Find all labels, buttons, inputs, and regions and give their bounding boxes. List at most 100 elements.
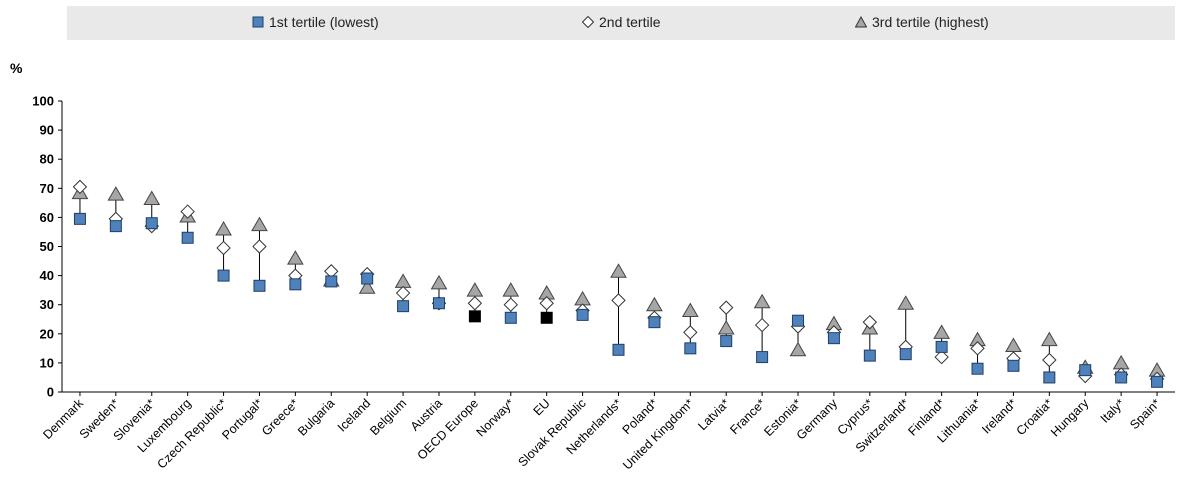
y-tick-label: 70 (40, 181, 54, 196)
data-point-2nd-tertile (395, 285, 411, 301)
category-label: Norway* (474, 396, 517, 439)
data-point-1st-tertile (253, 279, 266, 292)
data-point-2nd-tertile (719, 300, 734, 315)
data-point-2nd-tertile (970, 341, 985, 356)
data-point-1st-tertile (648, 316, 661, 329)
category-label: Belgium (367, 396, 409, 438)
data-point-1st-tertile (863, 349, 876, 362)
data-point-1st-tertile (827, 332, 840, 345)
data-point-1st-tertile (432, 297, 445, 310)
data-point-1st-tertile (1007, 359, 1020, 372)
data-point-1st-tertile (1043, 371, 1056, 384)
data-point-3rd-tertile (287, 250, 304, 265)
data-point-1st-tertile (325, 275, 338, 288)
y-tick-label: 10 (40, 355, 54, 370)
diamond-marker-icon (582, 16, 594, 28)
data-point-1st-tertile (1151, 375, 1164, 388)
legend-item-1st-tertile: 1st tertile (lowest) (252, 14, 379, 30)
data-point-2nd-tertile (611, 293, 626, 308)
data-point-2nd-tertile (1042, 352, 1057, 368)
data-point-3rd-tertile (107, 186, 125, 201)
data-point-1st-tertile (899, 348, 912, 361)
data-point-1st-tertile (792, 314, 805, 327)
data-point-2nd-tertile (180, 204, 195, 219)
category-label: Bulgaria (295, 396, 337, 438)
data-point-1st-tertile (289, 278, 302, 291)
category-label: EU (531, 396, 553, 418)
category-label: Ireland* (979, 396, 1019, 436)
data-point-1st-tertile (397, 300, 410, 313)
data-point-1st-tertile (504, 311, 517, 324)
data-point-3rd-tertile (502, 282, 520, 297)
data-point-3rd-tertile (897, 295, 915, 310)
data-point-3rd-tertile (933, 324, 950, 339)
data-point-3rd-tertile (717, 319, 735, 335)
y-tick-label: 90 (40, 123, 54, 138)
category-label: Germany (794, 396, 841, 443)
data-point-2nd-tertile (934, 349, 949, 365)
y-tick-label: 30 (40, 297, 54, 312)
data-point-3rd-tertile (143, 190, 161, 205)
y-tick-label: 0 (47, 385, 54, 400)
y-tick-label: 40 (40, 268, 54, 283)
data-point-1st-tertile (540, 311, 553, 324)
data-point-3rd-tertile (681, 302, 699, 318)
data-point-3rd-tertile (1005, 337, 1022, 352)
data-point-2nd-tertile (467, 296, 483, 311)
y-tick-label: 20 (40, 326, 54, 341)
data-point-2nd-tertile (216, 240, 231, 256)
data-point-1st-tertile (468, 310, 481, 323)
category-label: Spain* (1127, 396, 1163, 432)
data-point-2nd-tertile (72, 179, 88, 195)
legend-label-2nd-tertile: 2nd tertile (599, 14, 661, 30)
data-point-1st-tertile (181, 231, 194, 244)
data-point-1st-tertile (756, 351, 769, 364)
data-point-3rd-tertile (646, 296, 663, 312)
data-point-1st-tertile (612, 343, 625, 356)
data-point-3rd-tertile (753, 293, 771, 309)
data-point-1st-tertile (361, 272, 374, 285)
data-point-3rd-tertile (430, 274, 448, 290)
data-point-2nd-tertile (503, 297, 518, 312)
data-point-2nd-tertile (862, 314, 878, 330)
y-tick-label: 100 (32, 94, 54, 109)
data-point-2nd-tertile (754, 317, 770, 333)
data-point-1st-tertile (935, 340, 948, 353)
data-point-1st-tertile (720, 335, 733, 348)
data-point-1st-tertile (1079, 364, 1092, 377)
data-point-1st-tertile (73, 212, 86, 225)
data-point-1st-tertile (576, 308, 589, 321)
data-point-2nd-tertile (683, 325, 698, 340)
data-point-3rd-tertile (215, 221, 232, 236)
data-point-3rd-tertile (1112, 354, 1130, 370)
data-point-2nd-tertile (252, 239, 267, 254)
data-point-3rd-tertile (358, 279, 376, 294)
legend-label-1st-tertile: 1st tertile (lowest) (269, 14, 379, 30)
triangle-marker-icon (855, 16, 867, 28)
data-point-3rd-tertile (1040, 331, 1058, 347)
legend-label-3rd-tertile: 3rd tertile (highest) (872, 14, 989, 30)
data-point-3rd-tertile (466, 282, 484, 297)
data-point-1st-tertile (109, 220, 122, 233)
category-label: Hungary (1048, 396, 1092, 440)
category-label: Greece* (259, 396, 301, 438)
data-point-1st-tertile (145, 217, 158, 230)
y-tick-label: 60 (40, 210, 54, 225)
legend: 1st tertile (lowest) 2nd tertile 3rd ter… (67, 6, 1175, 40)
y-axis-label: % (10, 60, 23, 76)
category-label: Italy* (1098, 396, 1128, 426)
data-point-2nd-tertile (539, 296, 554, 311)
data-point-1st-tertile (971, 362, 984, 375)
data-point-1st-tertile (684, 342, 697, 355)
data-point-3rd-tertile (574, 290, 591, 306)
data-point-3rd-tertile (251, 216, 268, 232)
y-tick-label: 80 (40, 152, 54, 167)
data-point-1st-tertile (1115, 371, 1128, 384)
data-point-3rd-tertile (789, 341, 807, 357)
legend-item-3rd-tertile: 3rd tertile (highest) (855, 14, 989, 30)
data-point-3rd-tertile (610, 263, 627, 278)
square-marker-icon (252, 16, 264, 28)
y-tick-label: 50 (40, 239, 54, 254)
legend-item-2nd-tertile: 2nd tertile (582, 14, 660, 30)
